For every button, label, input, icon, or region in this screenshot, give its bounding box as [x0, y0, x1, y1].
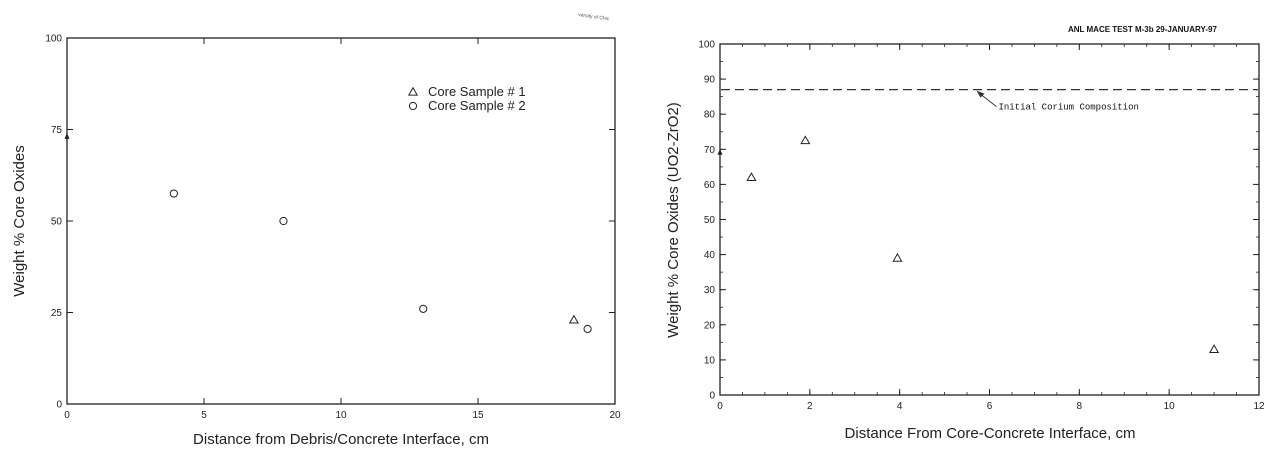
x-axis-label-left: Distance from Debris/Concrete Interface,… — [193, 431, 489, 448]
y-tick-label: 100 — [698, 40, 715, 51]
data-point-circle — [419, 304, 428, 313]
legend-symbol-triangle — [407, 86, 419, 96]
y-axis-marker — [717, 148, 723, 155]
legend-left: Core Sample # 1 Core Sample # 2 — [407, 84, 526, 113]
x-tick-label: 4 — [897, 401, 903, 412]
chart-title-right: ANL MACE TEST M-3b 29-JANUARY-97 — [1068, 25, 1217, 34]
data-point-triangle — [1209, 344, 1220, 354]
legend-label-core-sample-2: Core Sample # 2 — [428, 98, 526, 113]
series-group-right — [746, 135, 1220, 354]
series-group-left — [169, 189, 592, 334]
x-tick-label: 0 — [717, 401, 723, 412]
x-tick-label: 5 — [201, 410, 207, 421]
annotation-initial-corium-composition: Initial Corium Composition — [998, 103, 1138, 113]
chart-left: versity of Chic 0 5 10 15 20 0 25 50 75 100 Core … — [11, 12, 621, 448]
annotation-arrowhead — [976, 90, 985, 98]
y-tick-label: 75 — [51, 125, 63, 136]
data-point-triangle — [800, 135, 811, 145]
x-tick-label: 20 — [609, 410, 621, 421]
y-tick-label: 70 — [704, 145, 716, 156]
stamp-text: versity of Chic — [578, 12, 610, 22]
legend-marker-triangle — [407, 86, 419, 96]
x-tick-label: 15 — [472, 410, 484, 421]
y-tick-label: 20 — [704, 320, 716, 331]
data-point-triangle — [892, 252, 903, 262]
y-tick-label: 60 — [704, 180, 716, 191]
legend-marker-circle — [408, 101, 418, 111]
y-tick-label: 90 — [704, 75, 716, 86]
x-tick-label: 12 — [1253, 401, 1265, 412]
x-axis-label-right: Distance From Core-Concrete Interface, c… — [845, 425, 1136, 442]
x-tick-label: 0 — [64, 410, 70, 421]
plot-frame-left — [66, 37, 616, 405]
y-tick-label: 50 — [51, 217, 63, 228]
x-tick-label: 10 — [1164, 401, 1176, 412]
y-tick-label: 30 — [704, 285, 716, 296]
plot-frame-right — [719, 43, 1260, 396]
y-tick-label: 0 — [56, 400, 62, 411]
x-tick-label: 10 — [335, 410, 347, 421]
x-tick-label: 2 — [807, 401, 813, 412]
x-tick-label: 8 — [1077, 401, 1083, 412]
chart-right: ANL MACE TEST M-3b 29-JANUARY-97 0 2 4 6 8 10… — [665, 25, 1265, 442]
y-tick-label: 100 — [45, 34, 62, 45]
legend-symbol-circle — [408, 101, 418, 111]
data-point-triangle — [746, 172, 757, 182]
data-point-circle — [169, 189, 178, 198]
y-tick-label: 80 — [704, 110, 716, 121]
y-axis-label-left: Weight % Core Oxides — [11, 145, 28, 296]
y-tick-label: 0 — [709, 391, 715, 402]
y-tick-label: 40 — [704, 250, 716, 261]
tick-group-right: 0 2 4 6 8 10 12 0 10 20 30 40 50 60 70 80 90 100 — [698, 40, 1265, 413]
legend-label-core-sample-1: Core Sample # 1 — [428, 84, 526, 99]
y-axis-marker — [64, 132, 70, 139]
data-point-triangle — [568, 314, 579, 324]
data-point-circle — [583, 324, 592, 334]
y-tick-label: 10 — [704, 355, 716, 366]
tick-group-left: 0 5 10 15 20 0 25 50 75 100 — [45, 34, 621, 422]
x-tick-label: 6 — [987, 401, 993, 412]
y-tick-label: 50 — [704, 215, 716, 226]
y-axis-label-right: Weight % Core Oxides (UO2-ZrO2) — [665, 102, 682, 338]
y-tick-label: 25 — [51, 308, 63, 319]
data-point-circle — [279, 216, 288, 226]
